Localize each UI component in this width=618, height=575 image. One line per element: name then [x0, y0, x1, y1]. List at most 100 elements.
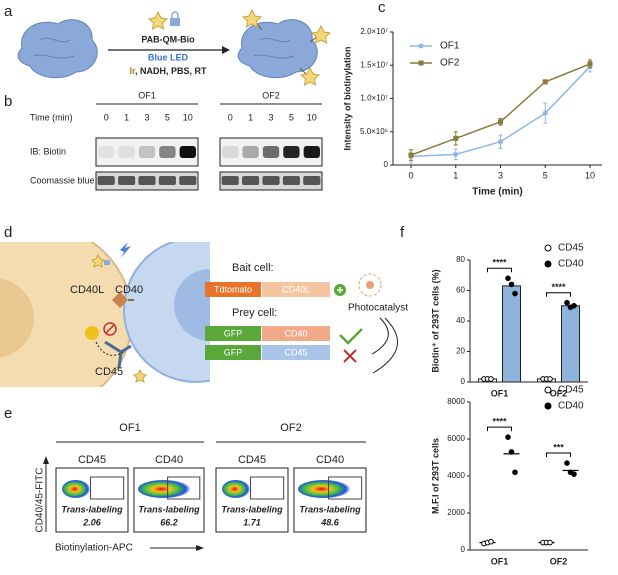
- cell-label: CD40: [115, 284, 143, 296]
- replicate-point: [512, 290, 518, 297]
- replicate-point: [571, 471, 577, 477]
- replicate-point: [488, 538, 494, 545]
- gfp-box: [205, 326, 261, 341]
- replicate-point: [512, 469, 518, 476]
- x-tick-label: 3: [498, 170, 503, 180]
- biotin-band: [118, 146, 135, 158]
- flow-frame: [55, 467, 129, 533]
- gate: [328, 476, 363, 500]
- protein-texture: [253, 37, 295, 59]
- time-tick: 10: [307, 112, 317, 122]
- cd45-box: [262, 345, 330, 360]
- x-axis-label: Biotinylation-APC: [55, 543, 133, 554]
- legend-label: OF1: [440, 41, 460, 52]
- time-tick: 0: [104, 112, 109, 122]
- y-tick-label: 1.5×10⁷: [360, 60, 388, 69]
- gfp-box: [205, 345, 261, 360]
- light: Blue LED: [148, 52, 189, 62]
- y-tick-label: 0: [461, 545, 466, 554]
- coomassie-band: [262, 176, 280, 185]
- marker-label: CD40: [316, 454, 344, 466]
- arrow-head: [222, 46, 230, 54]
- point: [587, 61, 593, 67]
- legend-label: CD45: [558, 385, 584, 396]
- panel-label: a: [4, 3, 13, 20]
- significance-label: ****: [492, 258, 507, 268]
- biotin-band: [138, 146, 156, 158]
- biotin-band: [303, 146, 320, 158]
- x-tick-label: OF2: [550, 388, 568, 398]
- cd45-icon: [104, 340, 132, 369]
- legend-marker: [544, 260, 552, 268]
- marker-label: CD45: [238, 454, 266, 466]
- y-tick-label: 0: [461, 377, 466, 386]
- star-icon: [241, 8, 263, 28]
- y-axis-label: Biotin⁺ of 293T cells (%): [430, 269, 440, 372]
- replicate-point: [488, 376, 494, 382]
- lock-icon: [104, 260, 110, 265]
- replicate-point: [508, 449, 515, 455]
- y-tick-label: 1.0×10⁷: [360, 94, 388, 103]
- x-tick-label: 10: [585, 170, 595, 180]
- time-tick: 1: [124, 112, 129, 122]
- replicate-point: [564, 299, 570, 306]
- y-axis-label: Intensity of biotinylation: [342, 47, 352, 151]
- tdtomato-box: [205, 282, 261, 297]
- coomassie-band: [158, 176, 176, 185]
- flow-frame: [215, 467, 289, 533]
- coomassie-band: [138, 176, 156, 185]
- coomassie-band: [303, 176, 321, 185]
- y-tick-label: 40: [456, 316, 465, 325]
- plus-icon: [337, 287, 343, 293]
- light-icon: [120, 242, 131, 258]
- protein: [17, 19, 98, 79]
- biotin-band: [262, 146, 280, 158]
- panel-label: b: [4, 93, 12, 110]
- point: [542, 110, 548, 116]
- cell-label: CD40L: [70, 284, 104, 296]
- x-tick-label: OF1: [491, 388, 509, 398]
- arrow: [372, 317, 398, 374]
- flow-frame: [293, 467, 367, 533]
- biotin-band: [242, 146, 259, 158]
- gate-value: 48.6: [320, 517, 340, 527]
- significance-bracket: [546, 452, 571, 458]
- gate-value: 1.71: [243, 517, 261, 527]
- bar: [561, 305, 580, 383]
- time-label: Time (min): [30, 112, 73, 122]
- y-tick-label: 0: [384, 160, 389, 169]
- check-icon: [339, 328, 363, 345]
- biotin-band: [283, 146, 300, 158]
- condition-list: , NADH, PBS, RT: [135, 66, 207, 76]
- no-icon: [103, 322, 117, 336]
- biotin-band: [98, 146, 115, 158]
- x-tick-label: OF2: [550, 556, 568, 566]
- no-icon: [105, 324, 115, 334]
- point: [453, 151, 459, 157]
- gate: [90, 476, 125, 500]
- protein: [237, 19, 318, 79]
- y-tick-label: 6000: [447, 434, 465, 443]
- box-label: CD40: [284, 328, 307, 338]
- replicate-point: [505, 275, 511, 282]
- group-label: OF1: [119, 422, 140, 434]
- group-label: OF2: [262, 90, 280, 100]
- gate-value: 66.2: [160, 517, 178, 527]
- y-tick-label: 2000: [447, 508, 465, 517]
- gate-value: 2.06: [82, 517, 102, 527]
- x-tick-label: 5: [543, 170, 548, 180]
- star-icon: [310, 24, 332, 44]
- significance-label: ****: [492, 417, 507, 427]
- time-tick: 3: [144, 112, 149, 122]
- legend-marker: [418, 60, 424, 66]
- panel-label: f: [400, 224, 405, 241]
- box-label: CD45: [284, 347, 307, 357]
- point: [453, 135, 459, 141]
- significance-label: ****: [551, 282, 566, 292]
- replicate-point: [571, 302, 577, 309]
- biotin-band: [222, 146, 239, 158]
- panel-a: PAB-QM-Bio Blue LED Ir, NADH, PBS, RT: [17, 8, 332, 86]
- catalyst-dot: [85, 326, 99, 340]
- replicate-point: [547, 376, 553, 382]
- catalyst-icon: [366, 281, 374, 289]
